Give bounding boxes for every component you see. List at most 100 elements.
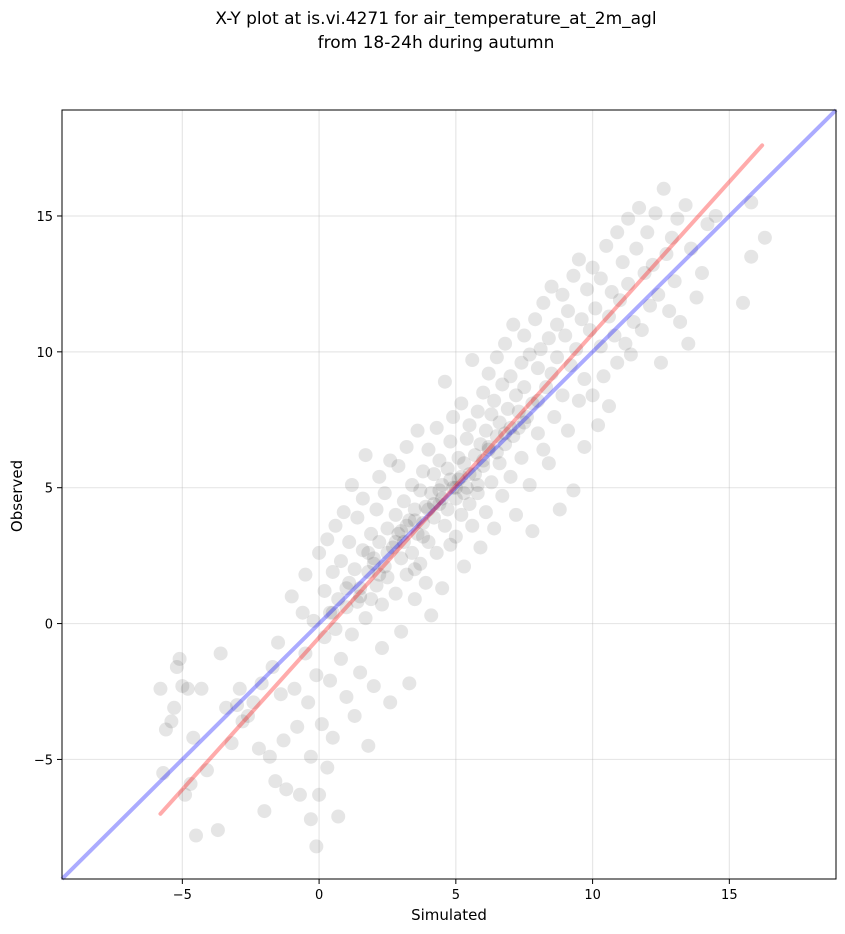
scatter-point: [276, 733, 291, 748]
scatter-point: [533, 342, 548, 357]
scatter-point: [355, 491, 370, 506]
scatter-point: [407, 502, 422, 517]
scatter-point: [484, 475, 499, 490]
plot-frame: [61, 109, 837, 880]
scatter-point: [424, 486, 439, 501]
scatter-point: [435, 477, 450, 492]
scatter-point: [560, 423, 575, 438]
scatter-point: [664, 230, 679, 245]
scatter-point: [257, 804, 272, 819]
scatter-point: [517, 328, 532, 343]
y-axis-label: Observed: [8, 460, 26, 532]
scatter-point: [610, 225, 625, 240]
scatter-point: [413, 483, 428, 498]
scatter-point: [744, 249, 759, 264]
scatter-point: [320, 532, 335, 547]
scatter-point: [443, 434, 458, 449]
scatter-point: [643, 298, 658, 313]
scatter-point: [158, 722, 173, 737]
scatter-point: [405, 545, 420, 560]
scatter-point: [347, 562, 362, 577]
scatter-point: [536, 295, 551, 310]
scatter-point: [407, 513, 422, 528]
scatter-point: [448, 480, 463, 495]
scatter-point: [498, 437, 513, 452]
scatter-point: [394, 524, 409, 539]
scatter-point: [271, 635, 286, 650]
scatter-point: [476, 385, 491, 400]
scatter-point: [309, 668, 324, 683]
scatter-point: [563, 358, 578, 373]
y-tick-label: 0: [45, 618, 53, 633]
scatter-point: [500, 401, 515, 416]
scatter-point: [339, 600, 354, 615]
scatter-point: [183, 776, 198, 791]
scatter-point: [476, 453, 491, 468]
scatter-point: [377, 559, 392, 574]
scatter-point: [558, 328, 573, 343]
scatter-point: [435, 581, 450, 596]
scatter-point: [673, 314, 688, 329]
scatter-point: [292, 787, 307, 802]
x-axis-label: Simulated: [411, 906, 487, 924]
scatter-point: [503, 469, 518, 484]
scatter-point: [440, 502, 455, 517]
scatter-point: [213, 646, 228, 661]
y-tick-label: 15: [36, 210, 53, 225]
scatter-point: [279, 782, 294, 797]
scatter-point: [492, 456, 507, 471]
scatter-point: [232, 681, 247, 696]
scatter-point: [525, 396, 540, 411]
scatter-point: [180, 681, 195, 696]
scatter-point: [459, 431, 474, 446]
scatter-point: [599, 238, 614, 253]
scatter-point: [369, 502, 384, 517]
scatter-point: [678, 198, 693, 213]
scatter-point: [637, 266, 652, 281]
scatter-point: [604, 285, 619, 300]
scatter-point: [262, 749, 277, 764]
scatter-point: [210, 823, 225, 838]
scatter-point: [459, 480, 474, 495]
scatter-point: [391, 458, 406, 473]
scatter-point: [566, 268, 581, 283]
scatter-point: [167, 700, 182, 715]
scatter-point: [555, 287, 570, 302]
scatter-point: [446, 410, 461, 425]
scatter-point: [328, 622, 343, 637]
scatter-point: [454, 396, 469, 411]
scatter-point: [194, 681, 209, 696]
scatter-point: [536, 442, 551, 457]
scatter-point: [383, 695, 398, 710]
scatter-point: [700, 217, 715, 232]
scatter-point: [495, 377, 510, 392]
scatter-point: [550, 350, 565, 365]
scatter-point: [361, 738, 376, 753]
scatter-point: [457, 486, 472, 501]
scatter-point: [323, 673, 338, 688]
scatter-point: [498, 426, 513, 441]
scatter-point: [189, 828, 204, 843]
scatter-point: [470, 486, 485, 501]
scatter-point: [457, 456, 472, 471]
scatter-point: [601, 309, 616, 324]
scatter-points: [153, 181, 772, 854]
scatter-point: [416, 516, 431, 531]
scatter-point: [169, 660, 184, 675]
scatter-point: [391, 526, 406, 541]
scatter-point: [448, 491, 463, 506]
scatter-point: [314, 717, 329, 732]
scatter-point: [736, 295, 751, 310]
scatter-point: [353, 665, 368, 680]
scatter-point: [473, 540, 488, 555]
scatter-point: [413, 556, 428, 571]
scatter-point: [331, 809, 346, 824]
scatter-point: [402, 676, 417, 691]
x-tick-label: 0: [315, 888, 323, 903]
scatter-point: [344, 627, 359, 642]
scatter-point: [465, 352, 480, 367]
scatter-point: [396, 494, 411, 509]
scatter-point: [298, 646, 313, 661]
scatter-point: [552, 502, 567, 517]
scatter-point: [615, 255, 630, 270]
